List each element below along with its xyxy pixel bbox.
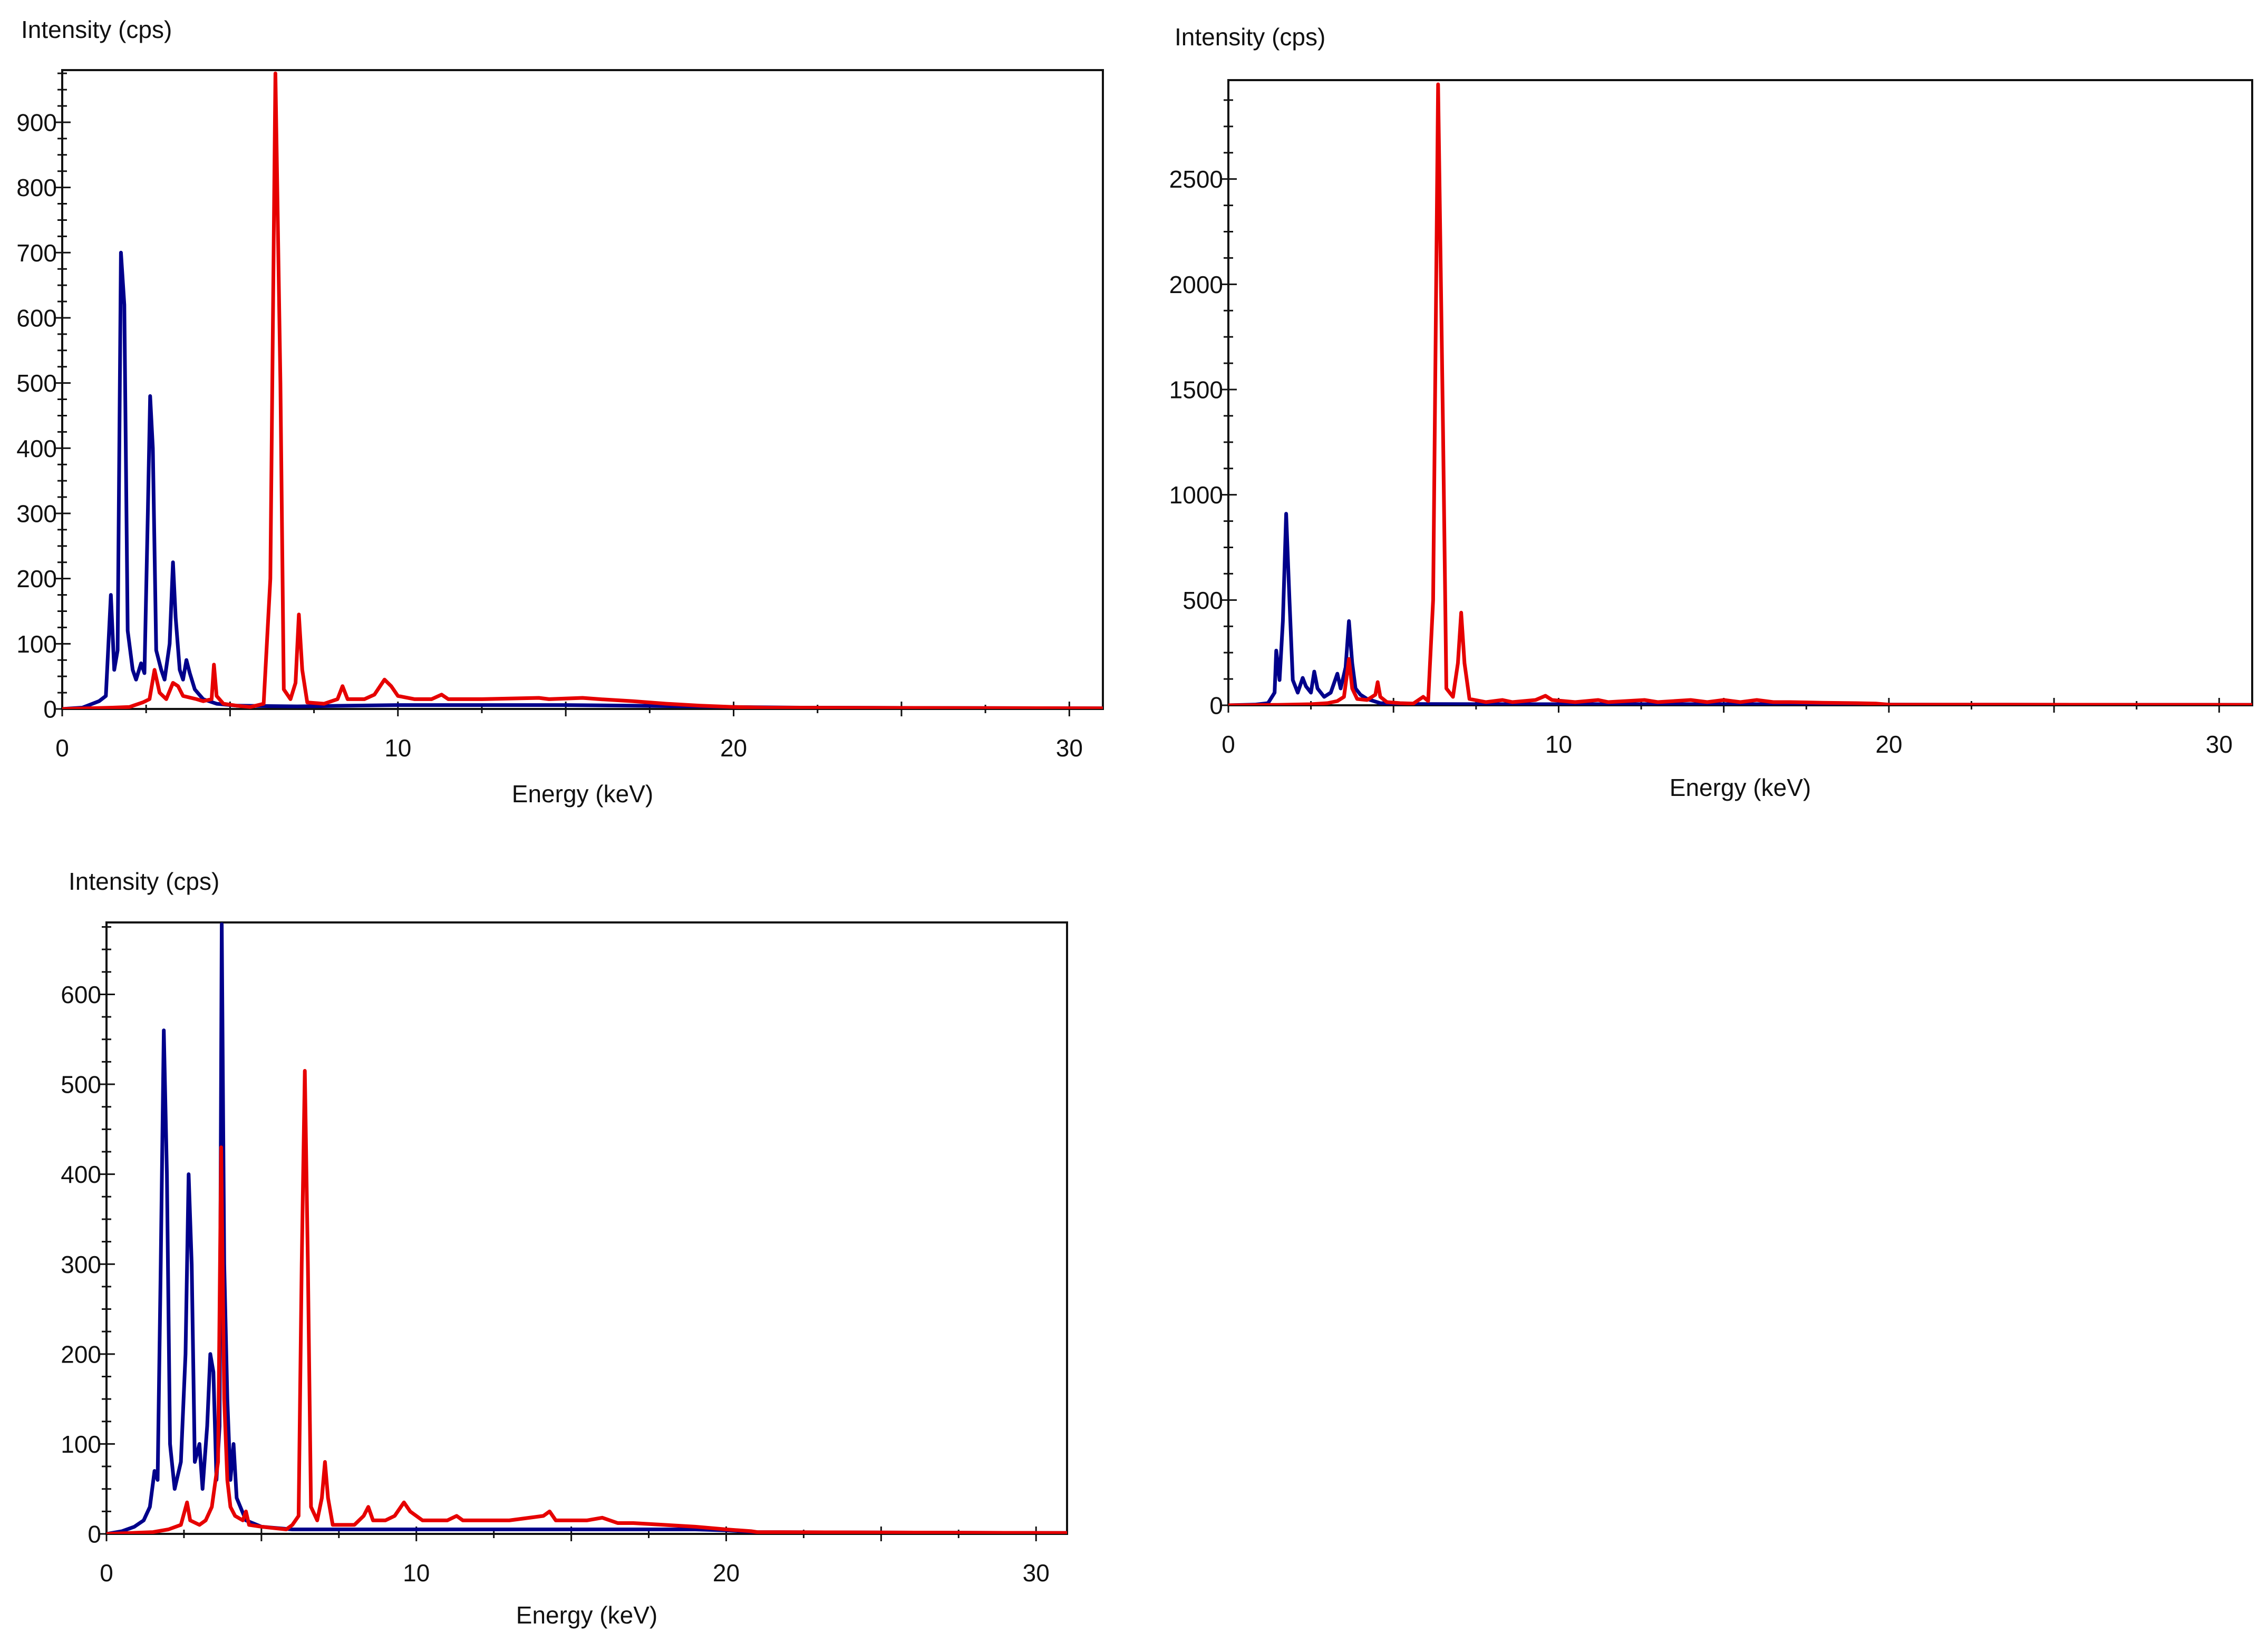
y-tick-label: 2500: [1169, 166, 1223, 193]
y-tick-label: 400: [61, 1161, 101, 1188]
y-tick-label: 500: [61, 1071, 101, 1098]
series-line-2: [62, 71, 1103, 709]
x-tick-label: 10: [384, 734, 411, 762]
y-tick-label: 500: [1183, 587, 1223, 614]
y-tick-label: 0: [88, 1521, 101, 1548]
series-line-2: [1228, 82, 2252, 705]
series-line-2: [106, 1069, 1067, 1534]
x-axis-label: Energy (keV): [1670, 774, 1811, 801]
x-tick-label: 0: [100, 1559, 113, 1587]
y-tick-label: 700: [16, 239, 57, 267]
x-tick-label: 0: [55, 734, 69, 762]
y-axis-label: Intensity (cps): [69, 868, 219, 895]
y-tick-label: 200: [16, 565, 57, 592]
plot-frame: [61, 69, 1104, 710]
y-tick-label: 100: [61, 1431, 101, 1458]
y-tick-label: 2000: [1169, 271, 1223, 298]
x-tick-label: 30: [1023, 1559, 1050, 1587]
y-axis-label: Intensity (cps): [1175, 23, 1325, 51]
spectrum-chart-2: 0 500 1000 1500 2000 2500 0 10 20 30 Intensity (cp…: [1169, 23, 2253, 801]
x-axis-label: Energy (keV): [512, 780, 653, 808]
y-tick-label: 0: [1209, 692, 1223, 720]
x-tick-label: 10: [1545, 731, 1572, 758]
y-tick-label: 0: [43, 696, 57, 723]
series-line-1: [62, 250, 1103, 709]
x-axis-label: Energy (keV): [516, 1601, 657, 1629]
x-tick-label: 30: [2206, 731, 2233, 758]
plot-frame: [105, 921, 1068, 1535]
series-line-1: [1228, 512, 2252, 705]
y-tick-label: 100: [16, 630, 57, 658]
x-tick-label: 10: [403, 1559, 430, 1587]
y-tick-label: 600: [61, 981, 101, 1008]
y-tick-label: 900: [16, 109, 57, 136]
y-tick-label: 1000: [1169, 481, 1223, 509]
spectrum-chart-1: 0 100 200 300 400 500 600 700 800 900 0 10 20 30 Inten…: [16, 16, 1104, 808]
plot-frame: [1227, 79, 2253, 706]
x-tick-label: 20: [720, 734, 747, 762]
series-line-1: [106, 922, 1067, 1534]
y-tick-label: 400: [16, 435, 57, 462]
y-axis-label: Intensity (cps): [21, 16, 172, 43]
x-tick-label: 20: [713, 1559, 740, 1587]
y-tick-label: 300: [61, 1251, 101, 1278]
y-tick-label: 800: [16, 174, 57, 201]
y-tick-label: 200: [61, 1340, 101, 1368]
y-tick-label: 1500: [1169, 376, 1223, 404]
spectrum-chart-3: 0 100 200 300 400 500 600 0 10 20 30 Intensity (cps…: [61, 868, 1068, 1629]
x-tick-label: 20: [1875, 731, 1902, 758]
x-tick-label: 30: [1056, 734, 1083, 762]
y-tick-label: 600: [16, 305, 57, 332]
x-tick-label: 0: [1222, 731, 1235, 758]
y-tick-label: 500: [16, 370, 57, 397]
y-tick-label: 300: [16, 500, 57, 528]
